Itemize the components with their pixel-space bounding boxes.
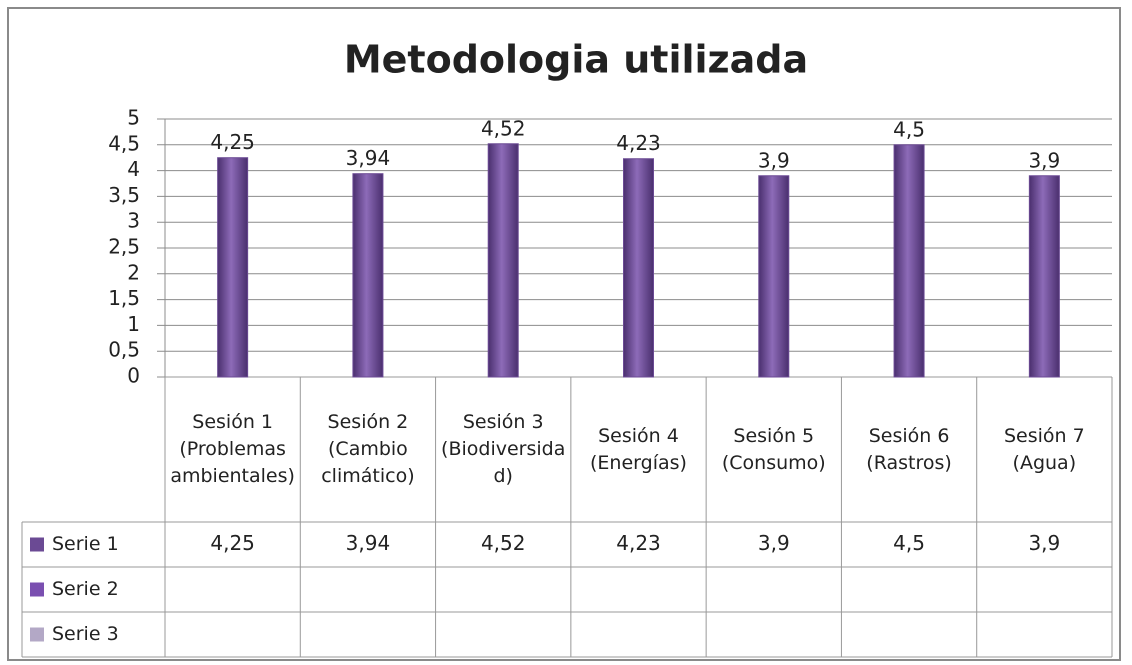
x-tick-label: Sesión 6 (Rastros) [866,424,952,474]
data-label: 4,5 [893,117,925,141]
chart-frame [7,7,1121,661]
x-category-cell: Sesión 6 (Rastros) [866,424,952,474]
legend-label: Serie 1 [52,533,119,555]
x-tick-label: Sesión 1 (Problemas ambientales) [170,411,295,487]
legend-label: Serie 2 [52,578,119,600]
data-label: 3,94 [346,146,391,170]
table-value: 4,5 [893,531,925,555]
x-tick-label: Sesión 4 (Energías) [590,424,687,474]
bar [352,173,384,378]
chart-title: Metodologia utilizada [344,38,808,82]
y-tick-label: 2,5 [108,235,140,259]
legend-key [30,582,44,597]
legend-key [30,537,44,552]
x-tick-label: Sesión 5 (Consumo) [721,424,826,474]
y-tick-label: 1,5 [108,286,140,310]
legend-key [30,627,44,642]
bar [893,144,925,378]
x-category-cell: Sesión 3 (Biodiversidad) [441,411,566,487]
bar [1028,175,1060,378]
y-tick-label: 3 [127,209,140,233]
table-value: 4,25 [210,531,255,555]
data-label: 4,23 [616,131,661,155]
bar [623,158,654,378]
x-category-cell: Sesión 7 (Agua) [1003,424,1085,474]
y-tick-label: 2 [127,260,140,284]
table-value: 4,23 [616,531,661,555]
data-label: 3,9 [758,148,790,172]
y-tick-label: 4,5 [108,131,140,155]
bar [487,143,519,378]
bar [217,157,249,378]
bar [758,175,790,378]
data-label: 4,25 [210,130,255,154]
x-category-cell: Sesión 2 (Cambio climático) [321,411,415,487]
table-value: 3,9 [758,531,790,555]
table-value: 4,52 [481,531,526,555]
y-tick-label: 3,5 [108,183,140,207]
data-label: 4,52 [481,116,526,140]
table-value: 3,9 [1028,531,1060,555]
x-tick-label: Sesión 7 (Agua) [1003,424,1085,474]
data-label: 3,9 [1028,148,1060,172]
y-tick-label: 5 [127,106,140,130]
x-category-cell: Sesión 5 (Consumo) [721,424,826,474]
y-tick-label: 0,5 [108,338,140,362]
x-tick-label: Sesión 2 (Cambio climático) [321,411,415,487]
x-tick-label: Sesión 3 (Biodiversidad) [441,411,566,487]
y-tick-label: 4 [127,157,140,181]
x-category-cell: Sesión 1 (Problemas ambientales) [170,411,295,487]
table-value: 3,94 [346,531,391,555]
y-tick-label: 1 [127,312,140,336]
legend-label: Serie 3 [52,623,119,645]
y-tick-label: 0 [127,364,140,388]
x-category-cell: Sesión 4 (Energías) [590,424,687,474]
